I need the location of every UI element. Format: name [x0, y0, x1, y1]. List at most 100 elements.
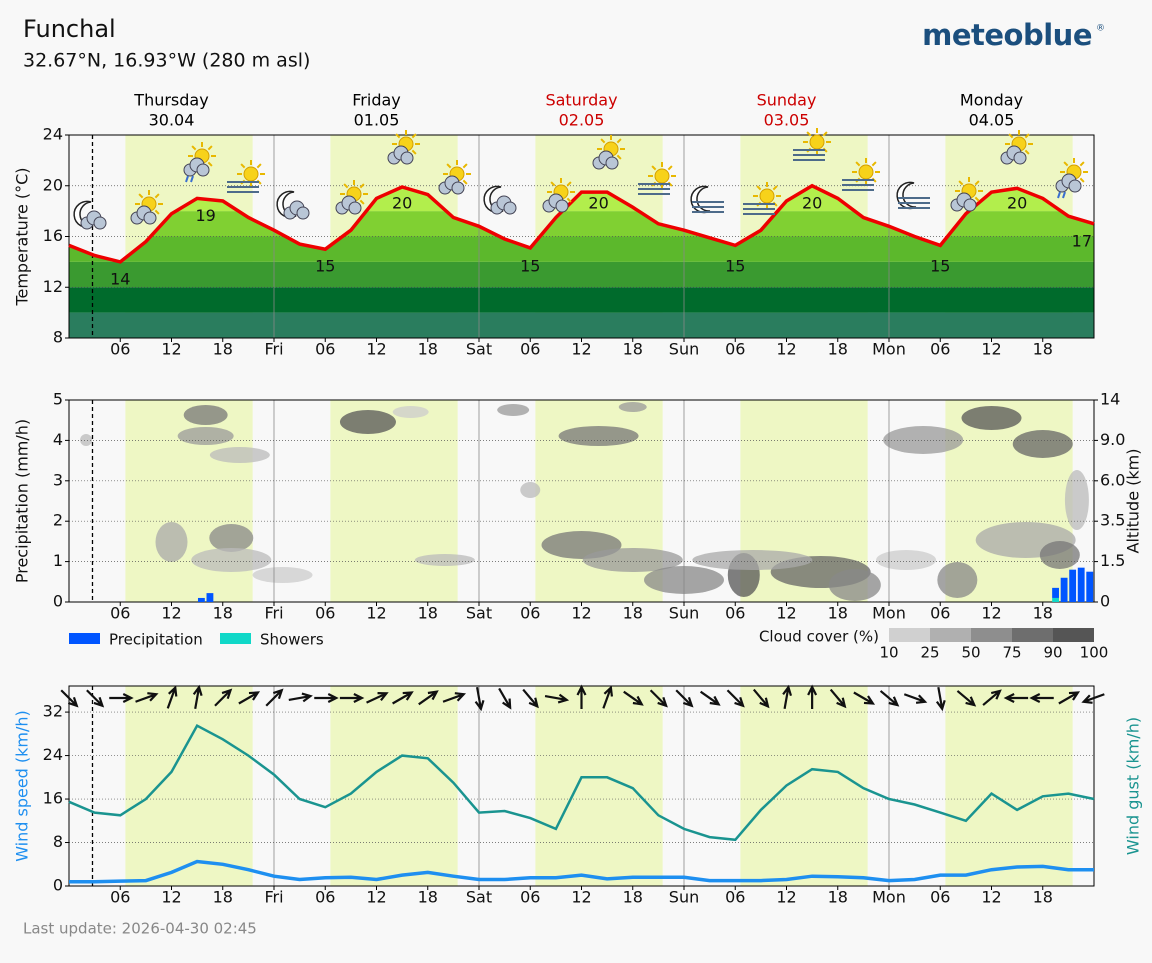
cloud-legend-swatch [971, 628, 1012, 642]
x-tick-label: 12 [981, 604, 1001, 623]
cloud-puff [963, 198, 977, 212]
logo[interactable]: meteoblue [922, 18, 1092, 52]
x-tick-label: Sun [669, 888, 699, 907]
sun-ray [1008, 133, 1014, 139]
sun-disc [243, 166, 259, 182]
temp-band [69, 261, 1094, 288]
y-tick-label: 32 [43, 702, 63, 721]
wind-arrow [109, 693, 134, 703]
x-tick-label: 18 [1033, 340, 1053, 359]
cloud-icon [438, 175, 465, 195]
precip-bar [1069, 569, 1077, 602]
y-tick-label: 0 [53, 876, 63, 895]
temp-label: 20 [1007, 193, 1027, 212]
cloud-blob [883, 426, 964, 454]
cloud-legend-tick: 25 [920, 644, 939, 662]
cloud-blob [155, 522, 188, 562]
sun-icon [1005, 130, 1033, 158]
rain-drop [190, 175, 194, 183]
sun-ray [1024, 133, 1030, 139]
cloud-puff [1068, 179, 1082, 193]
legend-label: Precipitation [109, 631, 203, 649]
sun-icon [648, 162, 676, 190]
cloud-puff [296, 206, 310, 220]
temp-label: 15 [725, 257, 745, 276]
wind-arrow [935, 686, 946, 712]
wind-arrow [1029, 693, 1054, 703]
wind-line [69, 859, 1094, 884]
sun-ray [1079, 161, 1085, 167]
sun-ray [359, 183, 365, 189]
temp-label: 20 [392, 193, 412, 212]
x-tick-label: 18 [828, 340, 848, 359]
sun-ray [822, 131, 828, 137]
precip-bar [206, 593, 214, 602]
x-tick-label: 06 [110, 888, 130, 907]
sun-ray [822, 147, 828, 153]
wind-arrow [522, 688, 539, 709]
cloud-icon [1055, 173, 1082, 193]
sun-ray [871, 161, 877, 167]
x-tick-label: 06 [725, 888, 745, 907]
legend-swatch [69, 633, 100, 644]
y-axis-label: Wind speed (km/h) [13, 710, 32, 862]
x-tick-label: 06 [725, 340, 745, 359]
cloud-blob [828, 569, 881, 601]
sun-ray [871, 177, 877, 183]
sun-ray [207, 145, 213, 151]
x-tick-label: Fri [264, 604, 283, 623]
sun-ray [411, 133, 417, 139]
cloud-blob [876, 550, 937, 570]
cloud-legend-tick: 50 [961, 644, 980, 662]
sun-ray [600, 138, 606, 144]
temp-label: 15 [520, 257, 540, 276]
y-axis-label: Precipitation (mm/h) [13, 419, 32, 583]
sun-ray [958, 180, 964, 186]
cloud-puff [451, 181, 465, 195]
sun-disc [654, 168, 670, 184]
sun-ray [462, 163, 468, 169]
precip-bar [1052, 597, 1059, 602]
cloud-puff [605, 156, 619, 170]
x-tick-label: 18 [213, 340, 233, 359]
legend-swatch [220, 633, 251, 644]
sun-disc [759, 188, 775, 204]
wind-arrow [1058, 691, 1081, 705]
day-date: 04.05 [969, 111, 1015, 130]
wind-arrow [649, 689, 668, 708]
day-name: Saturday [545, 91, 617, 110]
x-tick-label: 12 [981, 340, 1001, 359]
precip-bar [1060, 577, 1068, 602]
x-tick-label: 06 [315, 604, 335, 623]
y-tick-label: 24 [43, 125, 63, 144]
x-tick-label: 06 [930, 888, 950, 907]
cloud-blob [692, 550, 813, 570]
x-tick-label: 12 [366, 888, 386, 907]
y-tick-label: 16 [43, 226, 63, 245]
y-axis-label: Temperature (°C) [13, 167, 32, 306]
sun-ray [359, 199, 365, 205]
x-tick-label: 12 [161, 340, 181, 359]
sun-ray [667, 181, 673, 187]
precip-bar [1077, 567, 1085, 602]
x-tick-label: 06 [110, 604, 130, 623]
cloud-blob [339, 410, 396, 434]
temp-band [69, 287, 1094, 313]
cloud-blob [937, 562, 978, 598]
sun-icon [753, 182, 781, 210]
wind-arrow [602, 685, 614, 709]
location: Funchal [23, 15, 116, 43]
wind-arrow [879, 690, 900, 707]
daylight [740, 686, 868, 886]
y-tick-label: 8 [53, 832, 63, 851]
plot-frame [68, 399, 1095, 603]
x-tick-label: Sat [466, 340, 492, 359]
x-tick-label: 12 [366, 604, 386, 623]
cloud-blob [209, 447, 270, 463]
cloud-blob [177, 427, 234, 445]
x-tick-label: 18 [1033, 604, 1053, 623]
x-tick-label: Sat [466, 604, 492, 623]
day-name: Monday [960, 91, 1023, 110]
sun-ray [974, 180, 980, 186]
x-tick-label: 18 [418, 340, 438, 359]
